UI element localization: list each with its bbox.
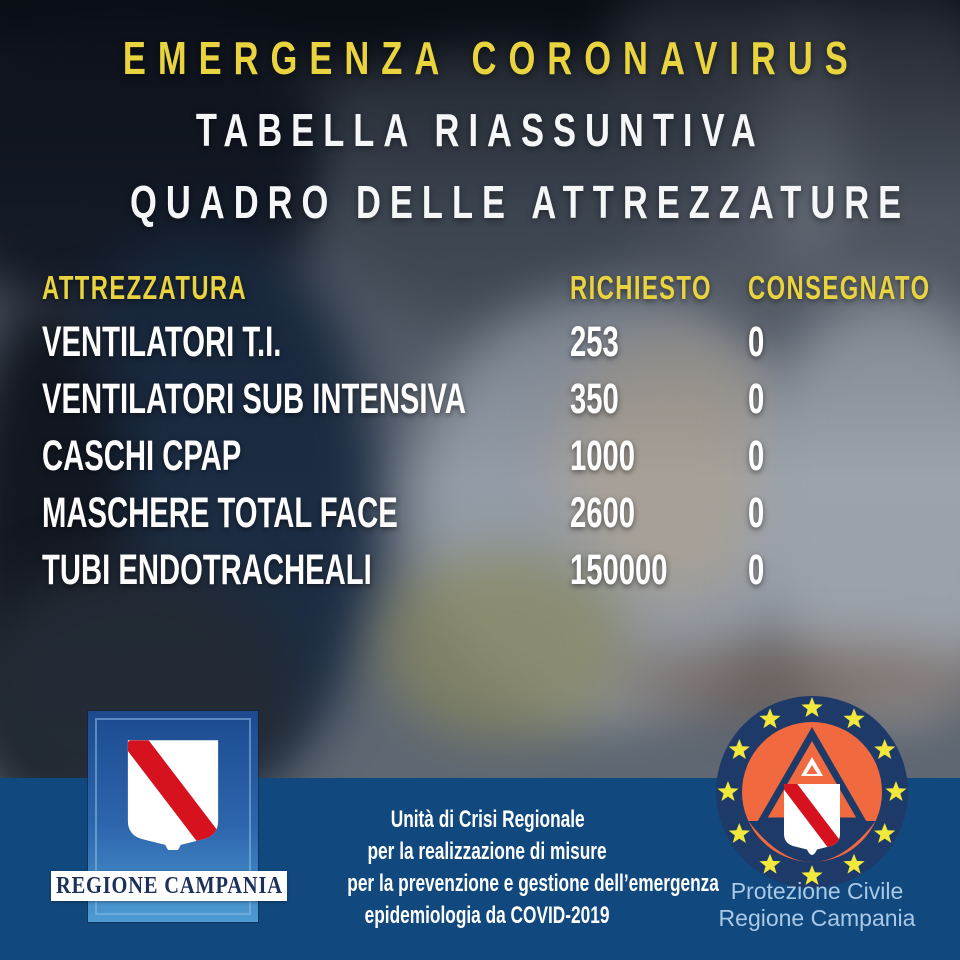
regione-campania-label-band: REGIONE CAMPANIA bbox=[51, 871, 287, 901]
protezione-civile-line2: Regione Campania bbox=[718, 905, 916, 931]
campania-shield-icon bbox=[127, 740, 219, 850]
cell-label: CASCHI CPAP bbox=[42, 432, 242, 480]
cell-consegnato: 0 bbox=[748, 489, 765, 537]
cell-label: VENTILATORI T.I. bbox=[42, 318, 282, 366]
logo-inner-frame bbox=[95, 718, 251, 915]
campania-shield-small bbox=[784, 784, 840, 855]
headline-line1: EMERGENZA CORONAVIRUS bbox=[122, 32, 860, 84]
cell-consegnato: 0 bbox=[748, 318, 765, 366]
protezione-civile-line1: Protezione Civile bbox=[730, 878, 904, 904]
table-row: VENTILATORI T.I. 253 0 bbox=[42, 314, 922, 371]
headline-block: EMERGENZA CORONAVIRUS TABELLA RIASSUNTIV… bbox=[0, 28, 960, 244]
headline-line3: QUADRO DELLE ATTREZZATURE bbox=[130, 176, 911, 228]
cell-consegnato: 0 bbox=[748, 432, 765, 480]
col-header-consegnato: CONSEGNATO bbox=[748, 269, 931, 306]
equipment-table: ATTREZZATURA RICHIESTO CONSEGNATO VENTIL… bbox=[42, 262, 929, 599]
table-row: TUBI ENDOTRACHEALI 150000 0 bbox=[42, 542, 922, 599]
cell-richiesto: 350 bbox=[570, 375, 619, 423]
cell-label: MASCHERE TOTAL FACE bbox=[42, 489, 398, 537]
cell-richiesto: 1000 bbox=[570, 432, 636, 480]
regione-campania-logo: REGIONE CAMPANIA bbox=[51, 711, 287, 922]
cell-richiesto: 150000 bbox=[570, 546, 668, 594]
headline-line2: TABELLA RIASSUNTIVA bbox=[195, 104, 765, 156]
cell-richiesto: 2600 bbox=[570, 489, 636, 537]
cell-richiesto: 253 bbox=[570, 318, 619, 366]
table-row: MASCHERE TOTAL FACE 2600 0 bbox=[42, 485, 922, 542]
cell-label: TUBI ENDOTRACHEALI bbox=[42, 546, 372, 594]
table-row: CASCHI CPAP 1000 0 bbox=[42, 428, 922, 485]
protezione-civile-logo bbox=[716, 696, 908, 888]
cell-consegnato: 0 bbox=[748, 546, 765, 594]
triquetra-emblem bbox=[801, 757, 823, 776]
cell-consegnato: 0 bbox=[748, 375, 765, 423]
col-header-attrezzatura: ATTREZZATURA bbox=[42, 269, 248, 306]
protezione-civile-caption: Protezione Civile Regione Campania bbox=[697, 878, 937, 932]
col-header-richiesto: RICHIESTO bbox=[570, 269, 712, 306]
crisis-unit-line: per la realizzazione di misure bbox=[367, 838, 608, 865]
cell-label: VENTILATORI SUB INTENSIVA bbox=[42, 375, 467, 423]
table-header-row: ATTREZZATURA RICHIESTO CONSEGNATO bbox=[42, 262, 929, 314]
table-row: VENTILATORI SUB INTENSIVA 350 0 bbox=[42, 371, 922, 428]
regione-campania-label: REGIONE CAMPANIA bbox=[55, 872, 283, 899]
crisis-unit-line: per la prevenzione e gestione dell’emerg… bbox=[347, 870, 719, 897]
crisis-unit-line: Unità di Crisi Regionale bbox=[390, 806, 585, 833]
crisis-unit-line: epidemiologia da COVID-2019 bbox=[365, 902, 610, 929]
crisis-unit-text: Unità di Crisi Regionale per la realizza… bbox=[275, 804, 719, 932]
